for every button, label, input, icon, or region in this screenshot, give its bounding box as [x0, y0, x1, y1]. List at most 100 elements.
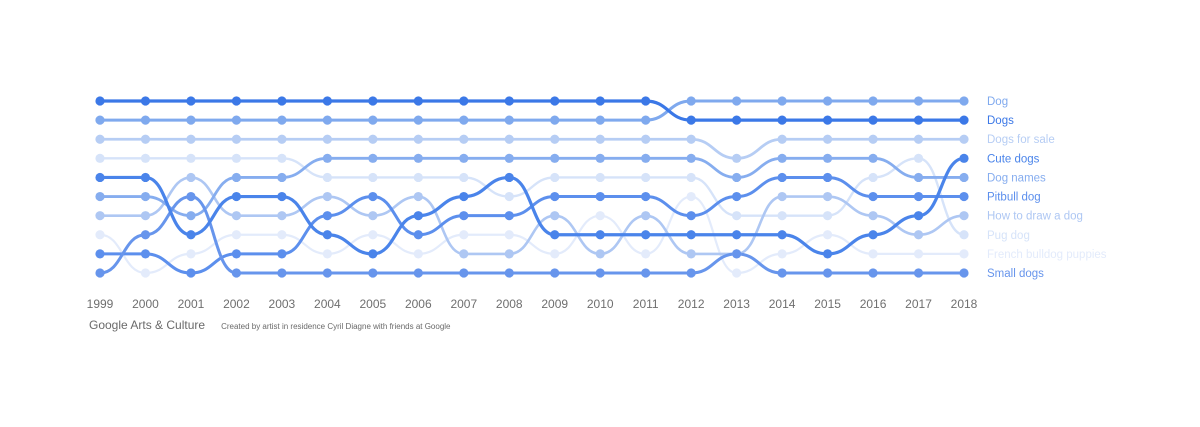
point-french-bulldog-puppies-2001	[186, 249, 196, 259]
point-dog-names-2015	[822, 153, 833, 163]
point-pitbull-dog-2008	[504, 211, 514, 221]
point-small-dogs-2011	[641, 268, 651, 278]
point-small-dogs-2000	[140, 230, 151, 240]
x-tick-label: 2004	[314, 297, 341, 311]
point-dogs-2014	[777, 115, 787, 125]
point-dog-names-2009	[550, 153, 560, 163]
point-dogs-for-sale-2018	[959, 134, 969, 144]
point-dog-names-2005	[368, 153, 378, 163]
point-pug-dog-2001	[186, 153, 196, 163]
series-label-dog-names: Dog names	[987, 172, 1046, 184]
point-how-to-draw-a-dog-2012	[686, 249, 696, 259]
point-cute-dogs-2012	[686, 230, 696, 240]
point-dog-names-2014	[777, 153, 787, 163]
x-tick-label: 2015	[814, 297, 841, 311]
point-french-bulldog-puppies-2016	[868, 249, 878, 259]
point-how-to-draw-a-dog-2007	[459, 249, 469, 259]
point-dogs-2012	[686, 115, 696, 125]
point-pitbull-dog-2016	[868, 191, 878, 202]
point-dogs-2010	[595, 96, 605, 106]
point-dog-names-2018	[959, 172, 969, 183]
point-how-to-draw-a-dog-1999	[95, 211, 105, 221]
point-dogs-2006	[413, 96, 423, 106]
point-dog-2001	[186, 115, 196, 125]
x-tick-label: 2005	[359, 297, 386, 311]
point-dog-2009	[550, 115, 560, 125]
google-arts-culture-logo: Google Arts & Culture	[89, 318, 206, 332]
point-how-to-draw-a-dog-2014	[777, 191, 787, 202]
point-small-dogs-2017	[913, 268, 924, 278]
point-dog-2000	[140, 115, 151, 125]
series-label-dog: Dog	[987, 96, 1008, 108]
point-french-bulldog-puppies-2008	[504, 230, 514, 240]
point-dogs-2002	[231, 96, 242, 106]
series-line-cute-dogs	[98, 156, 966, 256]
point-how-to-draw-a-dog-2002	[231, 211, 242, 221]
x-tick-label: 2012	[678, 297, 705, 311]
point-how-to-draw-a-dog-2005	[368, 211, 378, 221]
point-dogs-for-sale-2007	[459, 134, 469, 144]
point-pitbull-dog-2010	[595, 191, 605, 202]
point-cute-dogs-2010	[595, 230, 605, 240]
series-label-how-to-draw-a-dog: How to draw a dog	[987, 211, 1083, 223]
series-line-how-to-draw-a-dog	[98, 176, 966, 256]
point-french-bulldog-puppies-2000	[140, 268, 151, 278]
point-pug-dog-2013	[732, 211, 742, 221]
point-dog-2014	[777, 96, 787, 106]
point-how-to-draw-a-dog-2016	[868, 211, 878, 221]
point-pug-dog-2012	[686, 172, 696, 183]
point-dogs-2000	[140, 96, 151, 106]
point-small-dogs-2016	[868, 268, 878, 278]
point-pug-dog-2014	[777, 211, 787, 221]
point-dog-names-2012	[686, 153, 696, 163]
x-tick-label: 2006	[405, 297, 432, 311]
series-label-pug-dog: Pug dog	[987, 230, 1030, 242]
point-french-bulldog-puppies-2005	[368, 230, 378, 240]
point-french-bulldog-puppies-2002	[231, 230, 242, 240]
point-dog-2010	[595, 115, 605, 125]
point-french-bulldog-puppies-2012	[686, 191, 696, 202]
x-tick-label: 2011	[633, 297, 659, 311]
point-dogs-for-sale-2005	[368, 134, 378, 144]
credit-text: Created by artist in residence Cyril Dia…	[221, 322, 451, 331]
point-dogs-for-sale-2011	[641, 134, 651, 144]
point-cute-dogs-2016	[868, 230, 878, 240]
point-pitbull-dog-2004	[322, 211, 332, 221]
point-french-bulldog-puppies-2004	[322, 249, 332, 259]
point-small-dogs-2001	[186, 191, 196, 202]
point-dog-names-1999	[95, 191, 105, 202]
point-pug-dog-2004	[322, 172, 332, 183]
point-cute-dogs-2017	[913, 211, 924, 221]
point-dogs-2008	[504, 96, 514, 106]
x-tick-label: 2007	[450, 297, 477, 311]
x-tick-label: 2010	[587, 297, 614, 311]
point-cute-dogs-2014	[777, 230, 787, 240]
point-pitbull-dog-2002	[231, 249, 242, 259]
point-small-dogs-2006	[413, 268, 423, 278]
point-small-dogs-2014	[777, 268, 787, 278]
point-pug-dog-2006	[413, 172, 423, 183]
point-dog-2012	[686, 96, 696, 106]
point-dog-2016	[868, 96, 878, 106]
point-pitbull-dog-2011	[641, 191, 651, 202]
point-dogs-for-sale-1999	[95, 134, 105, 144]
x-tick-label: 2002	[223, 297, 250, 311]
point-pitbull-dog-2014	[777, 172, 787, 183]
point-dog-names-2000	[140, 191, 151, 202]
point-dogs-2016	[868, 115, 878, 125]
point-french-bulldog-puppies-2010	[595, 211, 605, 221]
point-pug-dog-2015	[822, 211, 833, 221]
point-cute-dogs-2008	[504, 172, 514, 183]
point-dogs-for-sale-2015	[822, 134, 833, 144]
series-label-french-bulldog-puppies: French bulldog puppies	[987, 249, 1107, 261]
point-dogs-2003	[277, 96, 287, 106]
point-french-bulldog-puppies-2007	[459, 230, 469, 240]
point-cute-dogs-2015	[822, 249, 833, 259]
point-dogs-2007	[459, 96, 469, 106]
point-how-to-draw-a-dog-2003	[277, 211, 287, 221]
point-dogs-for-sale-2001	[186, 134, 196, 144]
point-french-bulldog-puppies-2018	[959, 249, 969, 259]
point-dogs-2004	[322, 96, 332, 106]
point-dog-2011	[641, 115, 651, 125]
point-pug-dog-2005	[368, 172, 378, 183]
